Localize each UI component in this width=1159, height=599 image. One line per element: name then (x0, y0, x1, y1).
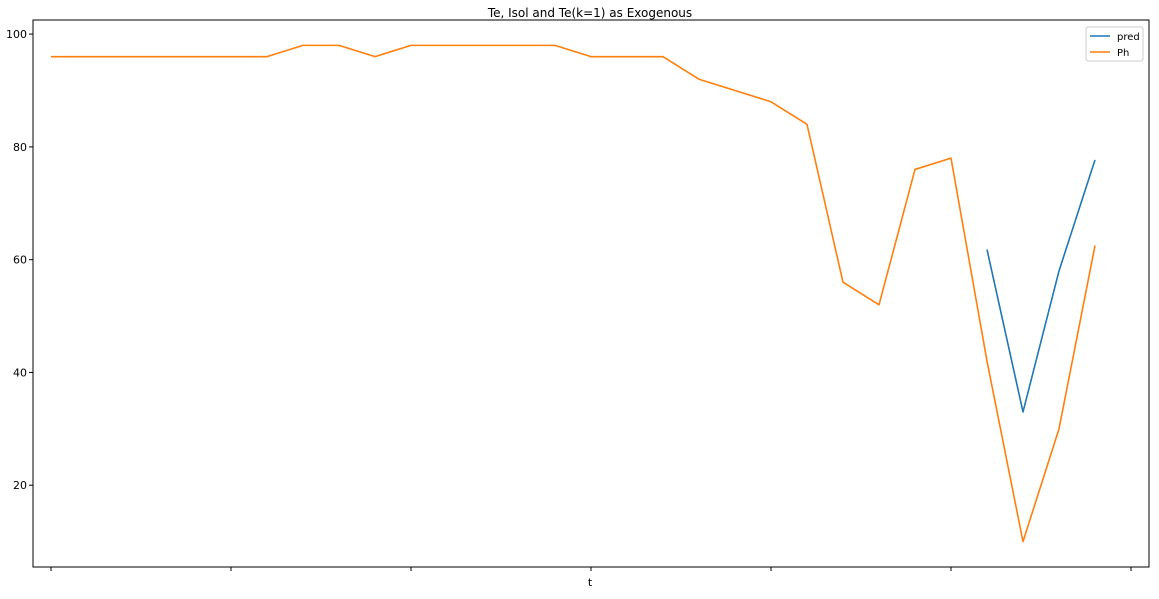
legend-label-ph: Ph (1117, 48, 1129, 59)
data-point-ph (590, 56, 592, 58)
data-point-ph (302, 44, 304, 46)
data-point-ph (194, 56, 196, 58)
data-point-ph (662, 56, 664, 58)
data-point-ph (806, 123, 808, 125)
data-point-ph (158, 56, 160, 58)
data-point-pred (986, 249, 988, 251)
data-point-pred (1022, 411, 1024, 413)
series-line-ph (51, 44, 1096, 543)
legend-label-pred: pred (1117, 32, 1140, 43)
y-tick-label: 80 (13, 141, 27, 154)
data-point-ph (878, 304, 880, 306)
data-point-ph (1058, 428, 1060, 430)
data-point-pred (1058, 270, 1060, 272)
y-tick-label: 20 (13, 479, 27, 492)
data-point-ph (86, 56, 88, 58)
data-point-ph (626, 56, 628, 58)
data-point-ph (734, 89, 736, 91)
y-tick-label: 100 (6, 28, 27, 41)
legend: pred Ph (1085, 26, 1144, 62)
data-point-ph (122, 56, 124, 58)
data-point-ph (770, 101, 772, 103)
y-tick-label: 40 (13, 366, 27, 379)
x-axis-label: t (588, 576, 593, 589)
data-point-ph (374, 56, 376, 58)
data-point-ph (446, 44, 448, 46)
data-point-pred (1094, 159, 1096, 161)
plot-area-frame (32, 19, 1150, 568)
data-point-ph (1094, 245, 1096, 247)
y-tick-label: 60 (13, 254, 27, 267)
data-point-ph (50, 56, 52, 58)
series-line-pred (986, 159, 1096, 413)
data-point-ph (266, 56, 268, 58)
data-point-ph (518, 44, 520, 46)
data-point-ph (1022, 541, 1024, 543)
data-point-ph (914, 168, 916, 170)
data-point-ph (842, 281, 844, 283)
data-point-ph (410, 44, 412, 46)
y-axis: 20 40 60 80 100 (6, 28, 33, 492)
x-axis (50, 567, 1132, 571)
data-point-ph (698, 78, 700, 80)
data-point-ph (950, 157, 952, 159)
data-point-ph (230, 56, 232, 58)
data-point-ph (338, 44, 340, 46)
chart-title: Te, Isol and Te(k=1) as Exogenous (487, 6, 692, 20)
data-point-ph (482, 44, 484, 46)
data-point-ph (554, 44, 556, 46)
data-point-ph (986, 360, 988, 362)
series-layer (50, 44, 1096, 543)
